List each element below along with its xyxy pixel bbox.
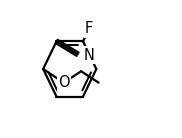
Text: F: F xyxy=(85,22,93,36)
Text: O: O xyxy=(58,75,70,90)
Text: N: N xyxy=(84,48,94,63)
